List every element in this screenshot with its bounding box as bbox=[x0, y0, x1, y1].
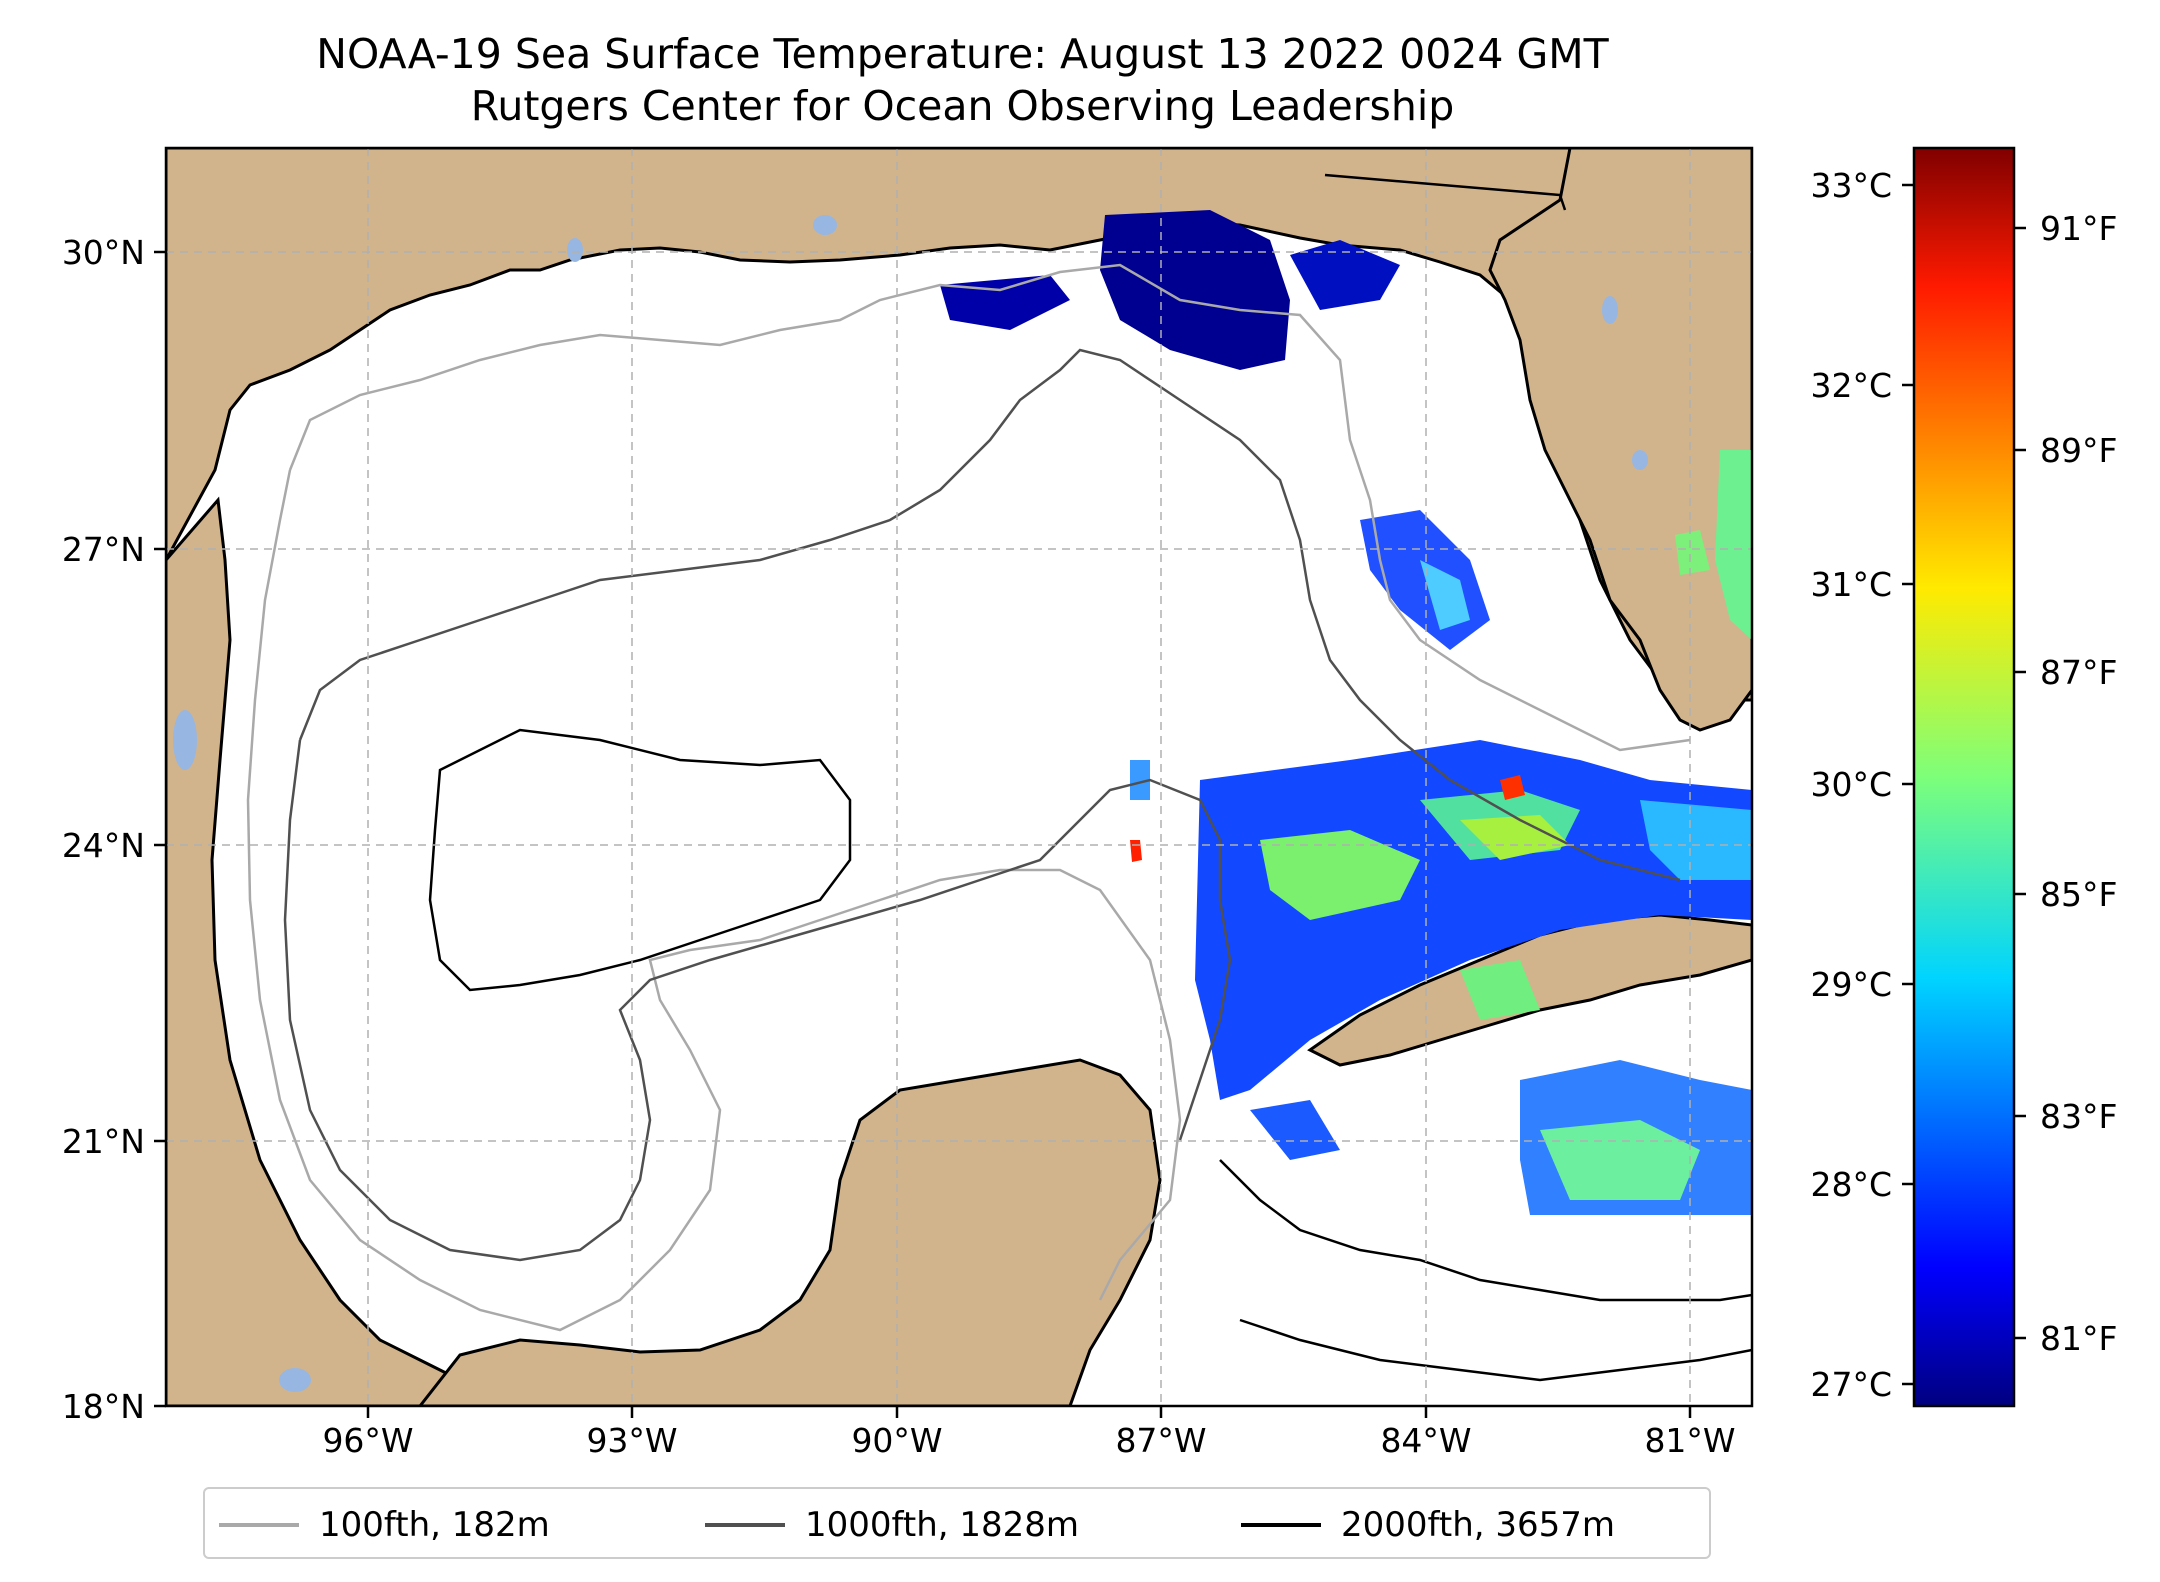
land-campeche bbox=[418, 1058, 1162, 1406]
lon-label: 90°W bbox=[851, 1421, 942, 1460]
celsius-label: 27°C bbox=[1810, 1365, 1892, 1404]
lon-ticks bbox=[366, 1406, 1692, 1418]
lat-ticks bbox=[154, 250, 166, 1408]
celsius-label: 31°C bbox=[1810, 565, 1892, 604]
fahrenheit-label: 91°F bbox=[2040, 209, 2117, 248]
lake bbox=[567, 238, 583, 262]
contour-1000fth bbox=[283, 348, 1681, 1262]
lake bbox=[1632, 450, 1648, 470]
legend-label: 100fth, 182m bbox=[319, 1505, 550, 1545]
sst-data bbox=[940, 210, 1752, 1215]
lon-label: 81°W bbox=[1644, 1421, 1735, 1460]
celsius-label: 29°C bbox=[1810, 965, 1892, 1004]
legend-label: 2000fth, 3657m bbox=[1341, 1505, 1616, 1545]
lake bbox=[813, 215, 837, 235]
lat-label: 24°N bbox=[62, 826, 145, 865]
land-florida bbox=[1488, 148, 1752, 732]
legend-swatch bbox=[219, 1523, 299, 1527]
map-frame bbox=[164, 146, 1754, 1408]
lat-label: 27°N bbox=[62, 530, 145, 569]
celsius-ticks bbox=[1902, 183, 1914, 1386]
lake bbox=[173, 710, 197, 770]
graticule bbox=[166, 148, 1752, 1406]
legend-item-1000fth: 1000fth, 1828m bbox=[705, 1503, 1079, 1547]
lon-label: 96°W bbox=[322, 1421, 413, 1460]
lake bbox=[279, 1368, 311, 1392]
state-boundary bbox=[1324, 173, 1567, 211]
celsius-label: 30°C bbox=[1810, 765, 1892, 804]
map-subtitle: Rutgers Center for Ocean Observing Leade… bbox=[470, 82, 1455, 130]
celsius-label: 33°C bbox=[1810, 166, 1892, 205]
fahrenheit-label: 87°F bbox=[2040, 653, 2117, 692]
lon-label: 93°W bbox=[586, 1421, 677, 1460]
lake bbox=[1602, 296, 1618, 324]
fahrenheit-label: 81°F bbox=[2040, 1319, 2117, 1358]
legend-label: 1000fth, 1828m bbox=[805, 1505, 1080, 1545]
lat-label: 30°N bbox=[62, 233, 145, 272]
contour-100fth bbox=[246, 263, 1691, 1332]
legend-item-2000fth: 2000fth, 3657m bbox=[1241, 1503, 1615, 1547]
map-area bbox=[166, 148, 1752, 1406]
lat-label: 18°N bbox=[62, 1387, 145, 1426]
lat-label: 21°N bbox=[62, 1122, 145, 1161]
contour-2000fth bbox=[428, 728, 1752, 1382]
map-title: NOAA-19 Sea Surface Temperature: August … bbox=[316, 30, 1609, 78]
fahrenheit-label: 89°F bbox=[2040, 431, 2117, 470]
fahrenheit-label: 85°F bbox=[2040, 875, 2117, 914]
fahrenheit-ticks bbox=[2014, 226, 2026, 1340]
colorbar bbox=[1912, 146, 2016, 1408]
fahrenheit-label: 83°F bbox=[2040, 1097, 2117, 1136]
lon-label: 84°W bbox=[1380, 1421, 1471, 1460]
legend-swatch bbox=[1241, 1523, 1321, 1527]
legend-item-100fth: 100fth, 182m bbox=[219, 1503, 550, 1547]
contour-legend: 100fth, 182m 1000fth, 1828m 2000fth, 365… bbox=[203, 1487, 1711, 1559]
legend-swatch bbox=[705, 1523, 785, 1527]
celsius-label: 32°C bbox=[1810, 366, 1892, 405]
lon-label: 87°W bbox=[1115, 1421, 1206, 1460]
celsius-label: 28°C bbox=[1810, 1165, 1892, 1204]
